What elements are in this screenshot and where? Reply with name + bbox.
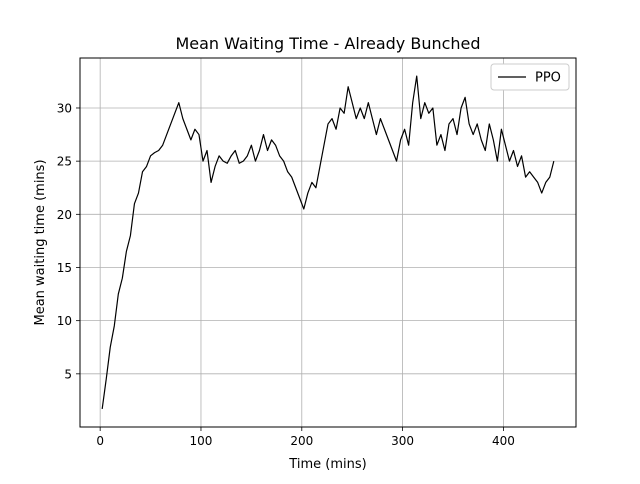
chart-title: Mean Waiting Time - Already Bunched — [175, 34, 480, 53]
grid-lines — [80, 58, 576, 427]
series-layer — [101, 75, 555, 410]
plot-frame — [79, 57, 577, 428]
x-axis: 0 100 200 300 400 — [96, 427, 515, 448]
x-tick-label: 100 — [190, 434, 213, 448]
legend-label-ppo: PPO — [535, 71, 561, 86]
legend: PPO — [490, 63, 570, 91]
y-tick-label: 30 — [57, 101, 72, 115]
x-tick-label: 200 — [290, 434, 313, 448]
y-axis-label: Mean waiting time (mins) — [33, 159, 48, 325]
y-tick-label: 25 — [57, 155, 72, 169]
x-axis-label: Time (mins) — [288, 457, 366, 472]
series-line-ppo — [101, 75, 555, 410]
y-tick-label: 10 — [57, 314, 72, 328]
y-tick-label: 5 — [64, 367, 72, 381]
x-tick-label: 300 — [391, 434, 414, 448]
x-tick-label: 0 — [96, 434, 104, 448]
x-tick-label: 400 — [492, 434, 515, 448]
y-tick-label: 15 — [57, 261, 72, 275]
legend-box — [490, 63, 570, 91]
y-tick-label: 20 — [57, 208, 72, 222]
y-axis: 5 10 15 20 25 30 — [57, 101, 80, 381]
